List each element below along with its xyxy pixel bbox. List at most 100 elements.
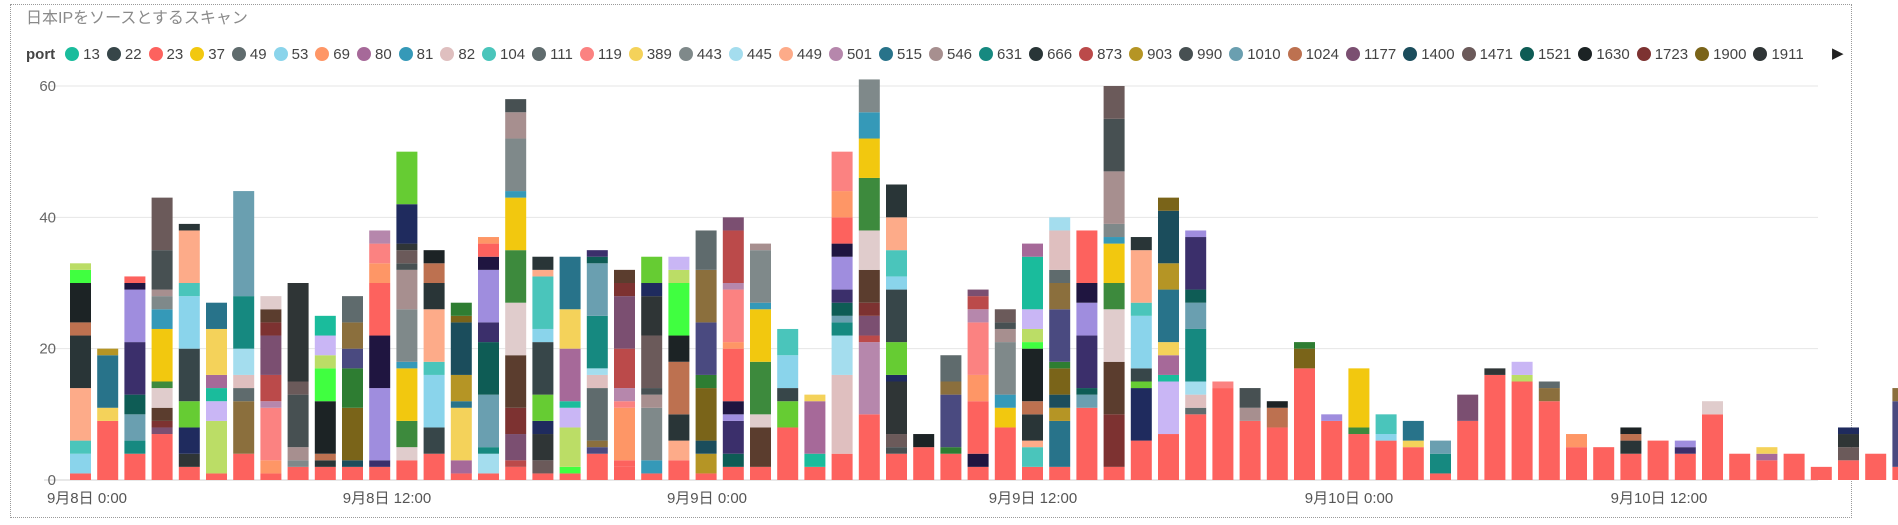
bar-segment[interactable] [641,394,663,408]
bar-segment[interactable] [233,401,255,454]
triangle-right-icon[interactable]: ▶ [1832,45,1844,62]
bar-segment[interactable] [342,368,363,408]
bar-segment[interactable] [124,342,146,395]
bar-segment[interactable] [1756,460,1778,480]
bar-segment[interactable] [505,460,527,467]
bar-segment[interactable] [1266,407,1288,428]
bar-segment[interactable] [1130,388,1152,441]
bar-segment[interactable] [886,447,907,454]
bar-segment[interactable] [886,276,907,290]
bar-segment[interactable] [396,243,418,251]
bar-segment[interactable] [396,151,418,205]
bar-segment[interactable] [804,401,826,454]
bar-segment[interactable] [396,250,418,264]
bar-segment[interactable] [260,322,282,336]
legend-item[interactable]: 445 [728,46,772,63]
bar-segment[interactable] [668,440,690,461]
bar-segment[interactable] [1076,335,1098,389]
bar-segment[interactable] [1103,361,1125,415]
bar-segment[interactable] [1511,374,1533,382]
bar-segment[interactable] [70,388,91,441]
bar-segment[interactable] [1321,420,1343,480]
bar-segment[interactable] [1838,427,1859,435]
bar-segment[interactable] [994,394,1016,408]
bar-segment[interactable] [1185,302,1207,329]
bar-segment[interactable] [532,460,554,474]
bar-segment[interactable] [967,296,989,310]
legend-item[interactable]: 1024 [1287,46,1339,63]
legend-item[interactable]: 13 [65,46,100,63]
bar-segment[interactable] [151,309,173,329]
bar-segment[interactable] [233,296,255,349]
bar-segment[interactable] [1103,309,1125,362]
bar-segment[interactable] [314,453,336,461]
legend-item[interactable]: 23 [148,46,183,63]
bar-segment[interactable] [1620,427,1642,435]
bar-segment[interactable] [614,401,635,408]
bar-segment[interactable] [668,414,690,441]
bar-segment[interactable] [1402,440,1424,448]
bar-segment[interactable] [1702,414,1723,480]
bar-segment[interactable] [396,269,418,310]
bar-segment[interactable] [831,217,853,244]
bar-segment[interactable] [559,256,581,310]
bar-segment[interactable] [396,368,418,421]
bar-segment[interactable] [1158,381,1179,435]
bar-segment[interactable] [124,289,146,343]
bar-segment[interactable] [1022,243,1043,257]
legend-item[interactable]: 53 [273,46,308,63]
bar-segment[interactable] [342,296,363,323]
bar-segment[interactable] [1620,440,1642,454]
bar-segment[interactable] [505,355,527,408]
bar-segment[interactable] [722,348,744,402]
bar-segment[interactable] [369,243,391,264]
bar-segment[interactable] [1674,440,1696,448]
bar-segment[interactable] [206,388,227,402]
bar-segment[interactable] [1892,401,1898,467]
bar-segment[interactable] [70,263,91,270]
bar-segment[interactable] [178,401,200,428]
bar-segment[interactable] [1348,434,1370,480]
bar-segment[interactable] [722,453,744,467]
bar-segment[interactable] [505,407,527,435]
bar-segment[interactable] [1022,440,1043,448]
bar-segment[interactable] [722,289,744,343]
bar-segment[interactable] [1348,427,1370,435]
bar-segment[interactable] [858,112,880,139]
bar-segment[interactable] [178,283,200,297]
bar-segment[interactable] [750,250,771,303]
bar-segment[interactable] [559,401,581,408]
bar-segment[interactable] [695,440,717,454]
bar-segment[interactable] [478,342,499,395]
bar-segment[interactable] [151,289,173,297]
bar-segment[interactable] [1348,368,1370,428]
bar-segment[interactable] [505,138,527,192]
bar-segment[interactable] [151,197,173,251]
bar-segment[interactable] [1076,407,1098,480]
bar-segment[interactable] [1294,348,1315,369]
bar-segment[interactable] [1022,401,1043,415]
bar-segment[interactable] [1538,381,1560,389]
bar-segment[interactable] [940,394,962,448]
bar-segment[interactable] [233,453,255,480]
bar-segment[interactable] [1158,289,1179,343]
bar-segment[interactable] [287,394,309,448]
bar-segment[interactable] [1538,388,1560,402]
bar-segment[interactable] [532,328,554,343]
bar-segment[interactable] [1185,230,1207,238]
bar-segment[interactable] [858,315,880,336]
bar-segment[interactable] [1647,440,1669,480]
legend-item[interactable]: 80 [356,46,392,63]
bar-segment[interactable] [1538,401,1560,480]
legend-item[interactable]: 443 [678,46,722,63]
bar-segment[interactable] [1022,256,1043,310]
bar-segment[interactable] [641,473,663,480]
bar-segment[interactable] [314,335,336,356]
bar-segment[interactable] [641,407,663,461]
bar-segment[interactable] [831,302,853,316]
bar-segment[interactable] [1430,473,1451,480]
bar-segment[interactable] [1756,453,1778,461]
bar-segment[interactable] [967,453,989,467]
bar-segment[interactable] [1457,420,1479,480]
bar-segment[interactable] [1049,394,1071,408]
